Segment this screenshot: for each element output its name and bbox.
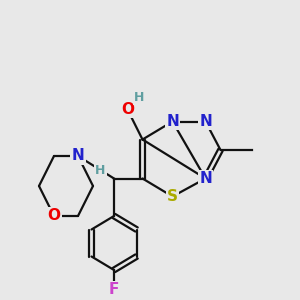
- Text: O: O: [121, 102, 134, 117]
- Text: N: N: [72, 148, 84, 164]
- Text: F: F: [109, 282, 119, 297]
- Text: O: O: [47, 208, 61, 224]
- Text: H: H: [95, 164, 106, 178]
- Text: N: N: [199, 171, 212, 186]
- Text: H: H: [134, 91, 145, 104]
- Text: S: S: [167, 189, 178, 204]
- Text: N: N: [166, 114, 179, 129]
- Text: N: N: [199, 114, 212, 129]
